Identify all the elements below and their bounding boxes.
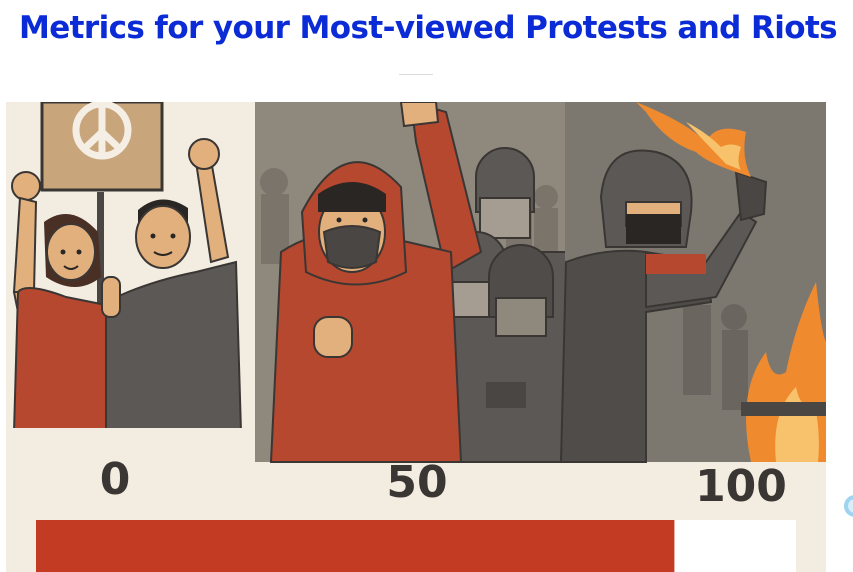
protest-riot-illustration: 0 50 100 bbox=[6, 102, 826, 572]
panel-riot bbox=[559, 102, 826, 463]
scale-label-start: 0 bbox=[100, 454, 131, 505]
torch-flame-icon bbox=[636, 102, 751, 177]
metric-progress-bar bbox=[36, 520, 796, 572]
riot-background-crowd bbox=[682, 278, 748, 410]
fire-icon bbox=[741, 282, 826, 462]
scroll-hint-icon[interactable] bbox=[843, 492, 853, 520]
protester-woman bbox=[11, 171, 123, 433]
panel-tense-protest bbox=[255, 102, 567, 463]
protest-sign bbox=[40, 102, 164, 312]
peace-sign-icon bbox=[72, 102, 132, 160]
hooded-protester bbox=[269, 102, 483, 463]
scale-label-middle: 50 bbox=[386, 457, 447, 508]
rioter bbox=[559, 149, 768, 463]
title-divider bbox=[399, 74, 433, 75]
page-title: Metrics for your Most-viewed Protests an… bbox=[19, 10, 838, 46]
riot-police-group bbox=[434, 147, 567, 463]
scale-label-end: 100 bbox=[695, 461, 787, 512]
progress-fill bbox=[36, 520, 675, 572]
protester-man bbox=[101, 138, 243, 433]
panel-peaceful-protest bbox=[6, 102, 255, 572]
